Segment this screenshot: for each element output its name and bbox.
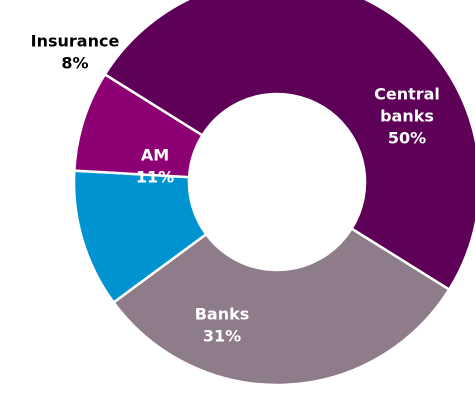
slice-label-am: AM (141, 146, 169, 165)
slice-labels: Central banks 50% Banks 31% AM 11% Insurance 8% (31, 32, 440, 346)
slice-value-label-banks: 31% (203, 327, 241, 346)
slice-label-insurance: Insurance (31, 32, 120, 51)
slice-label-central: Central (374, 85, 440, 104)
slice-banks (111, 226, 451, 387)
slice-label-banks: Banks (195, 305, 250, 324)
slice-central-banks (103, 0, 475, 292)
slice-value-label-am: 11% (136, 168, 174, 187)
slice-value-label-central: 50% (388, 129, 426, 148)
slice-label-central: banks (380, 107, 434, 126)
slices (72, 0, 475, 387)
slice-insurance (72, 72, 205, 179)
slice-value-label-insurance: 8% (61, 54, 88, 73)
